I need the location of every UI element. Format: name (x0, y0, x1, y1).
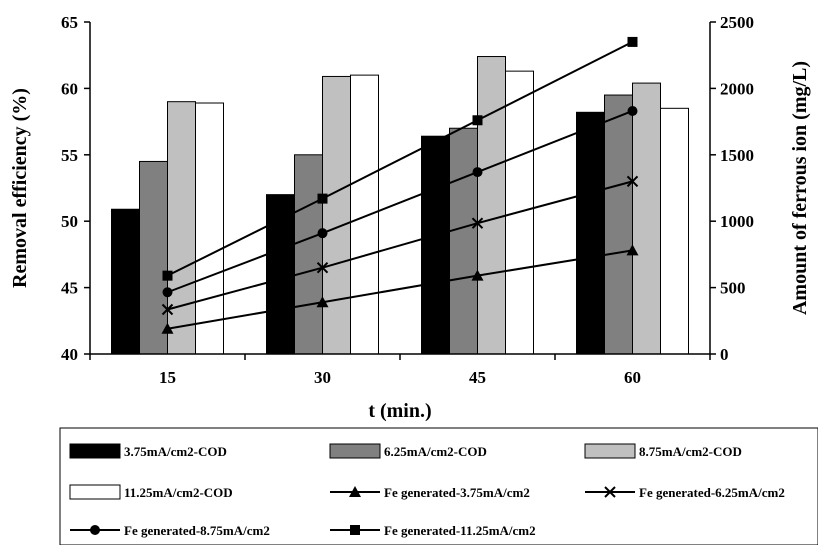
y-tick-label: 55 (61, 146, 78, 165)
y2-tick-label: 0 (720, 345, 729, 364)
legend-label: 8.75mA/cm2-COD (639, 444, 742, 459)
legend-label: Fe generated-11.25mA/cm2 (384, 523, 536, 538)
line-point-2-60 (626, 175, 639, 188)
bar-3-30 (322, 75, 351, 355)
x-axis-title: t (min.) (368, 400, 431, 422)
legend-swatch (584, 443, 636, 459)
y2-tick-label: 2500 (720, 13, 754, 32)
line-series-2 (167, 180, 633, 311)
legend-label: 6.25mA/cm2-COD (384, 444, 487, 459)
bar-1-60 (576, 111, 605, 355)
bar-2-15 (139, 160, 168, 355)
line-point-1-30 (316, 296, 329, 308)
x-tick-label: 30 (314, 368, 331, 387)
x-tick-label: 45 (469, 368, 486, 387)
legend-swatch (69, 443, 121, 459)
bar-3-45 (477, 56, 506, 355)
line-point-3-15 (162, 287, 173, 298)
line-point-4-15 (162, 270, 173, 281)
bar-3-60 (632, 82, 661, 355)
bar-4-30 (350, 74, 379, 355)
legend-label: Fe generated-6.25mA/cm2 (639, 485, 785, 500)
y2-tick-label: 2000 (720, 79, 754, 98)
legend-marker (350, 525, 360, 535)
line-series-4 (167, 41, 633, 277)
bar-1-30 (266, 194, 295, 355)
y2-tick-label: 1500 (720, 146, 754, 165)
bar-2-60 (604, 94, 633, 355)
x-tick-label: 60 (624, 368, 641, 387)
x-tick-label: 15 (159, 368, 176, 387)
line-point-2-45 (471, 217, 484, 229)
bar-2-30 (294, 154, 323, 355)
y-tick-label: 60 (61, 79, 78, 98)
legend-label: Fe generated-3.75mA/cm2 (384, 485, 530, 500)
legend-swatch (329, 443, 381, 459)
bar-2-45 (449, 127, 478, 355)
line-point-1-60 (626, 244, 639, 256)
bar-group (111, 56, 689, 355)
line-point-3-30 (317, 228, 328, 239)
bar-1-15 (111, 208, 140, 355)
bar-4-15 (195, 102, 224, 355)
y-axis-title: Removal efficiency (%) (9, 88, 31, 288)
legend-label: Fe generated-8.75mA/cm2 (124, 523, 270, 538)
legend-marker (349, 486, 361, 497)
bar-1-45 (421, 135, 450, 355)
y2-tick-label: 1000 (720, 212, 754, 231)
y-tick-label: 65 (61, 13, 78, 32)
y2-axis-title: Amount of ferrous ion (mg/L) (789, 61, 811, 315)
bar-3-15 (167, 101, 196, 355)
line-point-3-60 (627, 105, 638, 116)
line-point-4-60 (627, 36, 638, 47)
legend-marker (604, 486, 616, 498)
legend-box (59, 427, 818, 545)
legend-label: 11.25mA/cm2-COD (124, 485, 233, 500)
line-point-1-15 (161, 322, 174, 334)
y-tick-label: 40 (61, 345, 78, 364)
legend-label: 3.75mA/cm2-COD (124, 444, 227, 459)
y-tick-label: 50 (61, 212, 78, 231)
line-point-2-30 (316, 261, 329, 274)
line-point-4-30 (317, 193, 328, 204)
legend-swatch (69, 484, 121, 500)
line-series-1 (167, 249, 633, 330)
line-point-1-45 (471, 269, 484, 281)
axis-ticks: 40 45 50 55 60 65 0 500 1000 1500 2000 2500 15 30 45 60 (61, 13, 754, 387)
line-series-3 (167, 110, 633, 294)
line-point-2-15 (161, 303, 174, 316)
line-point-4-45 (472, 115, 483, 126)
bar-4-60 (660, 107, 689, 355)
legend-marker (90, 525, 100, 535)
y-tick-label: 45 (61, 279, 78, 298)
y2-tick-label: 500 (720, 279, 746, 298)
legend: 3.75mA/cm2-COD 6.25mA/cm2-COD 8.75mA/cm2-C… (69, 443, 785, 538)
line-group (161, 36, 639, 334)
line-point-3-45 (472, 167, 483, 178)
